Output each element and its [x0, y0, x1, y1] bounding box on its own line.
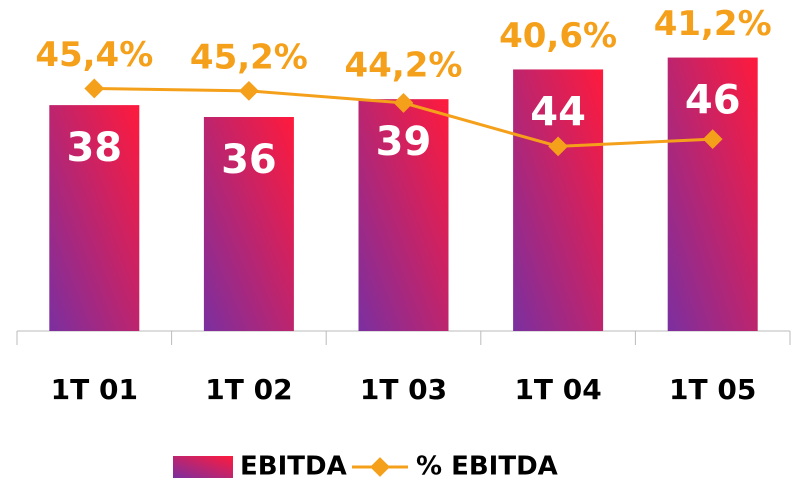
bar	[513, 69, 604, 331]
bar	[49, 105, 140, 331]
bar-label: 39	[376, 119, 432, 165]
line-marker	[393, 93, 414, 113]
line-label: 44,2%	[345, 46, 463, 86]
bar	[358, 99, 449, 332]
legend-label: % EBITDA	[416, 452, 558, 482]
bar-label: 36	[221, 137, 277, 183]
x-tick-label: 1T 03	[360, 373, 447, 406]
x-tick-label: 1T 01	[51, 373, 138, 406]
line-marker	[239, 80, 259, 101]
legend-marker	[370, 457, 390, 477]
x-tick-label: 1T 02	[205, 373, 292, 406]
bar	[203, 117, 294, 331]
x-tick-label: 1T 04	[514, 373, 601, 406]
bar-label: 44	[530, 89, 586, 135]
legend-label: EBITDA	[240, 452, 347, 482]
bar-label: 46	[685, 78, 741, 124]
x-tick-label: 1T 05	[669, 373, 756, 406]
line-label: 45,2%	[190, 37, 308, 77]
line-label: 45,4%	[35, 35, 153, 75]
bar-label: 38	[66, 125, 122, 171]
line-label: 41,2%	[654, 4, 772, 44]
bar	[667, 57, 758, 332]
legend-swatch	[173, 456, 233, 478]
line-marker	[84, 78, 105, 99]
line-label: 40,6%	[499, 16, 617, 56]
